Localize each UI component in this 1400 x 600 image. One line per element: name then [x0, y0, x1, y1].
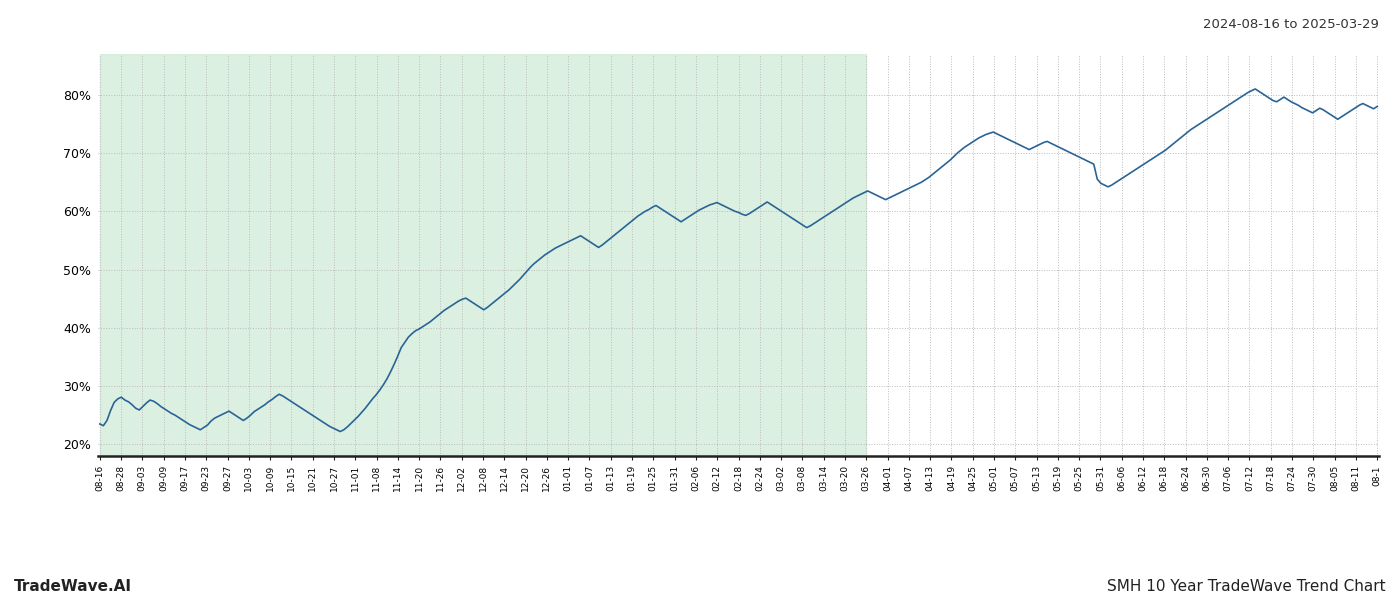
Bar: [99, 54, 867, 456]
Text: 2024-08-16 to 2025-03-29: 2024-08-16 to 2025-03-29: [1203, 18, 1379, 31]
Text: TradeWave.AI: TradeWave.AI: [14, 579, 132, 594]
Text: SMH 10 Year TradeWave Trend Chart: SMH 10 Year TradeWave Trend Chart: [1107, 579, 1386, 594]
